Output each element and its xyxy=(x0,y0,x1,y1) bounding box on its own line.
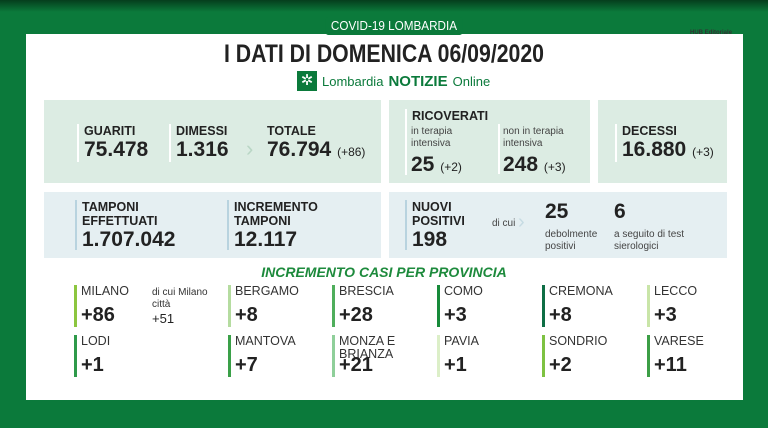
value: 16.880 xyxy=(622,138,687,161)
page-title: I DATI DI DOMENICA 06/09/2020 xyxy=(223,40,545,68)
divider xyxy=(498,124,500,174)
stat-ricoverati: RICOVERATI xyxy=(405,109,488,175)
province-value: +11 xyxy=(654,354,687,376)
milano-city-value: +51 xyxy=(152,311,175,326)
stat-decessi: DECESSI 16.880 (+3) xyxy=(615,124,714,162)
province-value: +28 xyxy=(339,304,373,326)
logo-icon: ✲ xyxy=(297,71,317,91)
province-value: +1 xyxy=(81,354,104,376)
label: RICOVERATI xyxy=(412,109,489,123)
value: 12.117 xyxy=(234,228,298,251)
ti-value: 25 xyxy=(411,153,435,176)
province-bergamo: BERGAMO +8 xyxy=(228,285,325,327)
logo-suffix: Online xyxy=(452,73,491,89)
province-title: INCREMENTO CASI PER PROVINCIA xyxy=(261,264,507,280)
ti-label: in terapia intensiva xyxy=(411,126,453,149)
logo-brand: NOTIZIE xyxy=(388,72,448,90)
milano-city-label: di cui Milano città xyxy=(152,287,208,310)
province-name: SONDRIO xyxy=(549,334,608,348)
sier-label: a seguito di test sierologici xyxy=(614,229,685,252)
province-varese: VARESE +11 xyxy=(647,335,744,377)
label: DIMESSI xyxy=(176,124,228,138)
stat-incremento: INCREMENTO TAMPONI 12.117 xyxy=(227,200,327,251)
nti-label: non in terapia intensiva xyxy=(503,126,564,149)
tests-panel xyxy=(44,192,381,258)
di-cui-label: di cui xyxy=(492,218,516,229)
deb-label: debolmente positivi xyxy=(545,229,598,252)
province-name: CREMONA xyxy=(549,284,613,298)
province-value: +8 xyxy=(235,304,258,326)
value: 75.478 xyxy=(84,138,149,161)
province-value: +3 xyxy=(654,304,677,326)
province-name: MONZA E BRIANZA xyxy=(339,334,396,361)
province-value: +8 xyxy=(549,304,572,326)
credit: HUB Editoriale xyxy=(689,30,732,36)
positives-panel xyxy=(389,192,727,258)
province-name: LODI xyxy=(81,334,111,348)
nti-delta: (+3) xyxy=(543,160,566,174)
province-value: +3 xyxy=(444,304,467,326)
province-value: +86 xyxy=(81,304,115,326)
label: NUOVI POSITIVI xyxy=(412,200,465,228)
stat-dimessi: DIMESSI 1.316 xyxy=(169,124,229,162)
value: 1.707.042 xyxy=(82,228,176,251)
province-pavia: PAVIA +1 xyxy=(437,335,534,377)
stat-guariti: GUARITI 75.478 xyxy=(77,124,148,162)
province-name: PAVIA xyxy=(444,334,479,348)
top-bar xyxy=(0,0,768,12)
province-brescia: BRESCIA +28 xyxy=(332,285,429,327)
province-monza-e-brianza: MONZA E BRIANZA +21 xyxy=(332,335,429,377)
arrow-icon: › xyxy=(246,136,254,161)
label: GUARITI xyxy=(84,124,136,138)
province-value: +7 xyxy=(235,354,258,376)
province-lecco: LECCO +3 xyxy=(647,285,744,327)
stat-totale: TOTALE 76.794 (+86) xyxy=(262,124,365,162)
logo: ✲ Lombardia NOTIZIE Online xyxy=(297,71,490,91)
header-badge: COVID-19 LOMBARDIA xyxy=(325,17,463,35)
delta: (+86) xyxy=(337,145,366,159)
province-mantova: MANTOVA +7 xyxy=(228,335,325,377)
province-sondrio: SONDRIO +2 xyxy=(542,335,639,377)
ti-delta: (+2) xyxy=(440,160,462,174)
province-name: VARESE xyxy=(654,334,704,348)
province-name: MANTOVA xyxy=(235,334,296,348)
province-name: BERGAMO xyxy=(235,284,299,298)
value: 198 xyxy=(412,228,448,251)
stat-nuovi-positivi: NUOVI POSITIVI 198 xyxy=(405,200,475,251)
label: INCREMENTO TAMPONI xyxy=(234,200,318,228)
label: TOTALE xyxy=(267,124,316,138)
province-lodi: LODI +1 xyxy=(74,335,171,377)
stat-tamponi: TAMPONI EFFETTUATI 1.707.042 xyxy=(75,200,185,251)
arrow-icon: › xyxy=(518,211,525,233)
label: TAMPONI EFFETTUATI xyxy=(82,200,158,228)
province-value: +2 xyxy=(549,354,572,376)
delta: (+3) xyxy=(692,145,714,159)
label: DECESSI xyxy=(622,124,677,138)
logo-text: Lombardia xyxy=(322,73,384,89)
province-name: LECCO xyxy=(654,284,698,298)
province-value: +1 xyxy=(444,354,467,376)
sier-value: 6 xyxy=(614,200,626,223)
province-milano: MILANO +86 xyxy=(74,285,171,327)
province-name: MILANO xyxy=(81,284,129,298)
province-cremona: CREMONA +8 xyxy=(542,285,639,327)
province-name: BRESCIA xyxy=(339,284,394,298)
province-como: COMO +3 xyxy=(437,285,534,327)
deb-value: 25 xyxy=(545,200,569,223)
value: 1.316 xyxy=(176,138,229,161)
hospitalized-panel xyxy=(389,100,590,183)
recovered-panel xyxy=(44,100,381,183)
deaths-panel xyxy=(598,100,727,183)
province-value: +21 xyxy=(339,354,373,376)
nti-value: 248 xyxy=(503,153,539,176)
province-name: COMO xyxy=(444,284,483,298)
value: 76.794 xyxy=(267,138,332,161)
